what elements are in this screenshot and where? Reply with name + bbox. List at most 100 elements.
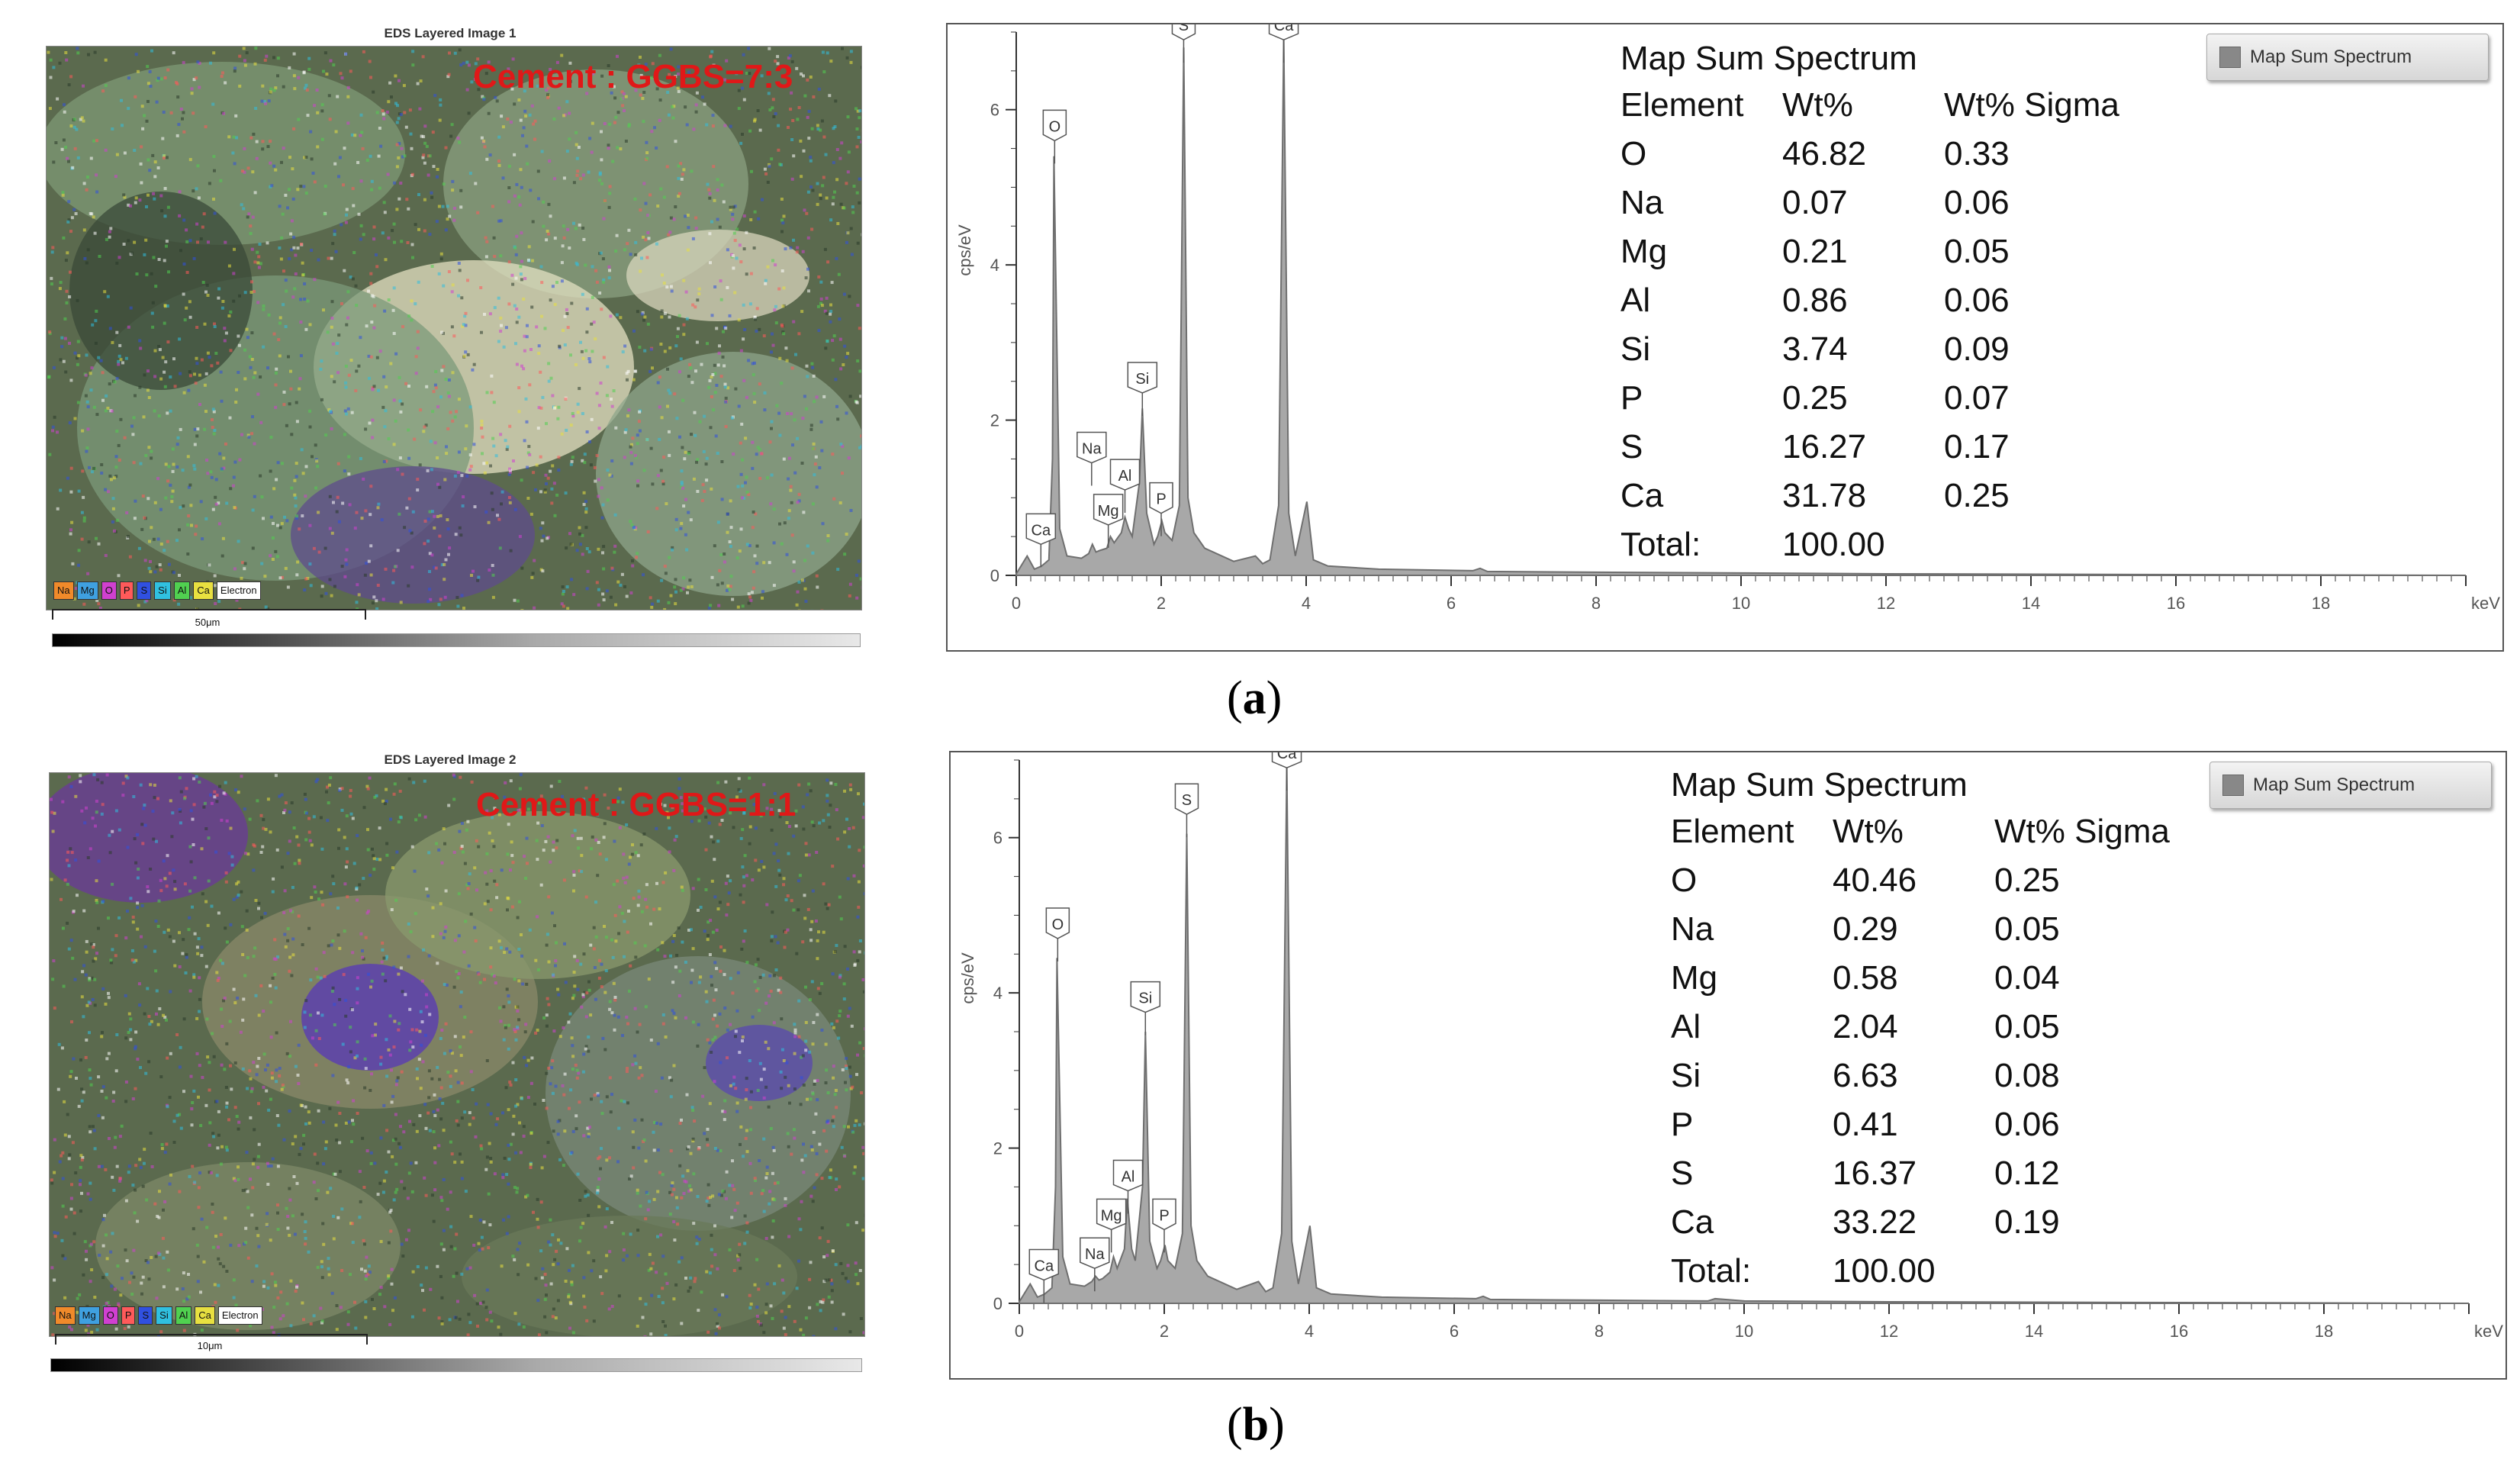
y-tick-label: 0 — [990, 566, 999, 585]
legend-chip: Si — [154, 581, 171, 600]
element-cell: O — [1620, 135, 1647, 172]
peak-label: P — [1152, 1198, 1176, 1253]
x-tick-label: 6 — [1450, 1322, 1459, 1341]
y-tick-label: 6 — [993, 829, 1003, 848]
peak-label: S — [1171, 8, 1196, 63]
svg-text:Na: Na — [1082, 441, 1102, 458]
sigma-cell: 0.06 — [1994, 1106, 2060, 1143]
legend-chip: Na — [53, 581, 74, 600]
wt-cell: 16.37 — [1833, 1155, 1917, 1192]
wt-cell: 0.86 — [1782, 282, 1848, 319]
peak-label: Ca — [1271, 736, 1302, 791]
element-cell: Al — [1671, 1008, 1701, 1045]
element-cell: Al — [1620, 282, 1651, 319]
legend-chip: O — [102, 1306, 118, 1325]
scale-bar — [55, 1334, 368, 1345]
legend-chip: Mg — [78, 1306, 100, 1325]
element-cell: S — [1620, 428, 1643, 465]
stats-row: S 16.37 0.12 — [1671, 1149, 2170, 1198]
legend-chip: Si — [156, 1306, 172, 1325]
legend-chip: P — [119, 581, 134, 600]
stats-row: Mg 0.21 0.05 — [1620, 227, 2119, 276]
x-tick-label: 16 — [2170, 1322, 2188, 1341]
header-wt: Wt% — [1782, 86, 1853, 124]
peak-label: O — [1042, 109, 1067, 164]
wt-cell: 0.58 — [1833, 959, 1898, 997]
wt-cell: 3.74 — [1782, 330, 1848, 368]
eds-map-texture — [50, 773, 864, 1336]
x-tick-label: 14 — [2022, 594, 2040, 613]
x-tick-label: 0 — [1012, 594, 1021, 613]
header-element: Element — [1620, 86, 1744, 124]
legend-chip: Al — [175, 1306, 192, 1325]
caption-letter: b — [1242, 1399, 1270, 1451]
stats-total-row: Total: 100.00 — [1671, 1247, 2170, 1296]
legend-chip: P — [121, 1306, 136, 1325]
spectrum-chart: 0 2 4 6 8 10 12 14 16 18 keV0246cps/eVOCaNaMgAlPSi… — [958, 736, 2503, 1341]
header-sigma: Wt% Sigma — [1994, 813, 2170, 850]
element-cell: Ca — [1671, 1203, 1714, 1241]
stats-total-row: Total: 100.00 — [1620, 520, 2119, 569]
y-tick-label: 6 — [990, 101, 999, 120]
wt-cell: 40.46 — [1833, 862, 1917, 899]
svg-text:Ca: Ca — [1274, 24, 1294, 34]
legend-chip: O — [101, 581, 117, 600]
x-tick-label: 2 — [1157, 594, 1166, 613]
svg-text:P: P — [1156, 491, 1166, 508]
element-legend: Na Mg O P S Si Al Ca Electron — [55, 1306, 262, 1325]
element-cell: Mg — [1620, 233, 1668, 270]
x-axis-label: keV — [2474, 1322, 2503, 1341]
wt-cell: 33.22 — [1833, 1203, 1917, 1241]
sigma-cell: 0.17 — [1944, 428, 2010, 465]
wt-cell: 46.82 — [1782, 135, 1867, 172]
y-tick-label: 0 — [993, 1294, 1003, 1313]
stats-row: Si 3.74 0.09 — [1620, 325, 2119, 374]
x-tick-label: 14 — [2025, 1322, 2043, 1341]
eds-map-image — [46, 46, 862, 610]
sigma-cell: 0.06 — [1944, 282, 2010, 319]
wt-cell: 16.27 — [1782, 428, 1867, 465]
sigma-cell: 0.09 — [1944, 330, 2010, 368]
legend-chip: Electron — [217, 1306, 262, 1325]
svg-text:Ca: Ca — [1031, 522, 1051, 539]
y-tick-label: 4 — [993, 984, 1003, 1003]
intensity-bar[interactable] — [52, 633, 861, 647]
peak-label: S — [1174, 783, 1199, 838]
sigma-cell: 0.04 — [1994, 959, 2060, 997]
peak-label: Si — [1130, 981, 1161, 1035]
peak-label: Al — [1112, 1159, 1144, 1214]
peak-label: Na — [1077, 431, 1107, 486]
intensity-bar[interactable] — [50, 1358, 862, 1372]
sigma-cell: 0.07 — [1944, 379, 2010, 417]
svg-text:Al: Al — [1118, 468, 1132, 485]
x-tick-label: 2 — [1160, 1322, 1169, 1341]
x-tick-label: 4 — [1305, 1322, 1314, 1341]
stats-row: Ca 33.22 0.19 — [1671, 1198, 2170, 1247]
peak-label: Ca — [1028, 1248, 1060, 1303]
stats-row: O 40.46 0.25 — [1671, 856, 2170, 905]
stats-title: Map Sum Spectrum — [1671, 766, 1968, 804]
sigma-cell: 0.25 — [1944, 477, 2010, 514]
caption-a: (a) — [1227, 672, 1283, 724]
legend-label: Map Sum Spectrum — [2250, 47, 2412, 67]
legend-swatch — [2222, 775, 2244, 796]
stats-title: Map Sum Spectrum — [1620, 40, 1917, 77]
sigma-cell: 0.05 — [1994, 1008, 2060, 1045]
peak-label: Mg — [1093, 494, 1124, 548]
svg-text:O: O — [1049, 118, 1061, 135]
stats-row: P 0.41 0.06 — [1671, 1100, 2170, 1149]
element-cell: P — [1671, 1106, 1694, 1143]
legend-chip: Mg — [76, 581, 98, 600]
wt-cell: 6.63 — [1833, 1057, 1898, 1094]
eds-map-texture — [47, 47, 861, 610]
stats-row: Mg 0.58 0.04 — [1671, 954, 2170, 1003]
wt-cell: 0.41 — [1833, 1106, 1898, 1143]
stats-row: Al 0.86 0.06 — [1620, 276, 2119, 325]
wt-cell: 31.78 — [1782, 477, 1867, 514]
x-tick-label: 18 — [2315, 1322, 2333, 1341]
wt-table: Map Sum Spectrum Element Wt% Wt% Sigma O… — [1671, 766, 2170, 1296]
total-label: Total: — [1671, 1252, 1752, 1290]
ratio-label: Cement : GGBS=1:1 — [476, 786, 797, 823]
svg-text:Mg: Mg — [1098, 503, 1119, 520]
sigma-cell: 0.05 — [1994, 910, 2060, 948]
